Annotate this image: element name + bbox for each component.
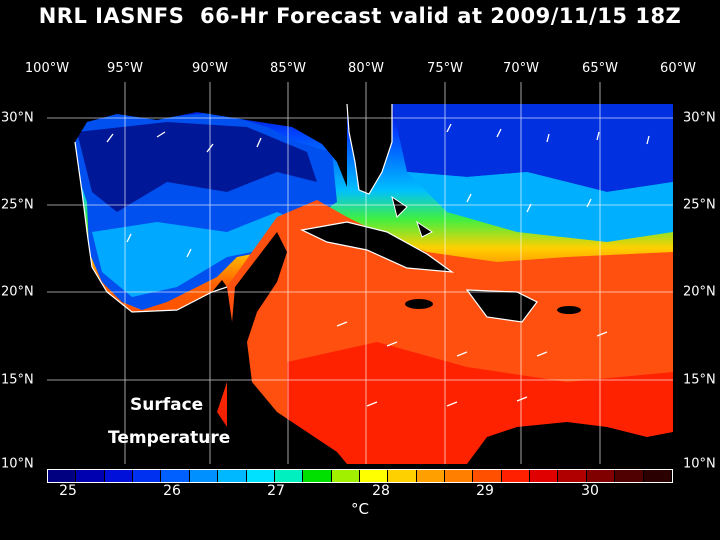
- colorbar-swatch: [48, 470, 77, 482]
- land-north-america: [47, 82, 673, 464]
- land-puerto-rico: [557, 306, 581, 314]
- overlay-label-temperature: Temperature: [108, 428, 231, 448]
- lat-label-left: 30°N: [1, 110, 34, 126]
- gulf-deep-blue: [77, 122, 317, 212]
- colorbar-swatch: [104, 470, 134, 482]
- colorbar-swatch: [303, 470, 332, 482]
- lon-label: 80°W: [348, 61, 384, 76]
- colorbar-swatch: [530, 470, 559, 482]
- colorbar-tick-label: 29: [476, 483, 494, 499]
- lon-label: 85°W: [270, 61, 306, 76]
- lon-label: 90°W: [192, 61, 228, 76]
- land-florida: [347, 104, 392, 194]
- colorbar-swatch: [189, 470, 219, 482]
- land-central-america: [227, 232, 347, 464]
- colorbar-tick-label: 28: [372, 483, 390, 499]
- colorbar-swatch: [388, 470, 417, 482]
- colorbar: [47, 469, 673, 483]
- colorbar-unit: °C: [351, 500, 369, 518]
- lon-label: 70°W: [503, 61, 539, 76]
- colorbar-swatch: [161, 470, 190, 482]
- lon-label: 95°W: [107, 61, 143, 76]
- atlantic-mid: [407, 172, 673, 242]
- colorbar-swatch: [246, 470, 275, 482]
- land-south-america: [467, 422, 673, 464]
- colorbar-swatch: [416, 470, 446, 482]
- sst-map: [47, 82, 673, 464]
- lon-label: 100°W: [24, 61, 70, 76]
- colorbar-swatch: [359, 470, 389, 482]
- forecast-title: NRL IASNFS 66-Hr Forecast valid at 2009/…: [38, 4, 682, 28]
- colorbar-swatch: [501, 470, 531, 482]
- lat-label-right: 10°N: [683, 456, 716, 472]
- gulf-light-band: [92, 212, 302, 297]
- lat-label-left: 10°N: [1, 456, 34, 472]
- colorbar-swatch: [274, 470, 304, 482]
- lat-label-right: 30°N: [683, 110, 716, 126]
- land-hispaniola: [467, 290, 537, 322]
- colorbar-swatch: [445, 470, 474, 482]
- colorbar-swatch: [331, 470, 360, 482]
- colorbar-tick-label: 27: [267, 483, 285, 499]
- land-bahamas: [391, 195, 433, 238]
- colorbar-swatch: [615, 470, 644, 482]
- lat-label-left: 15°N: [1, 372, 34, 388]
- lat-label-right: 20°N: [683, 284, 716, 300]
- colorbar-tick-label: 30: [581, 483, 599, 499]
- lon-label: 60°W: [660, 61, 696, 76]
- colorbar-tick-label: 25: [59, 483, 77, 499]
- overlay-label-surface: Surface: [130, 395, 204, 415]
- lat-label-right: 15°N: [683, 372, 716, 388]
- map-grid: [47, 82, 673, 464]
- colorbar-swatch: [643, 470, 672, 482]
- wind-vectors: [106, 123, 650, 407]
- lat-label-right: 25°N: [683, 197, 716, 213]
- lon-label: 65°W: [582, 61, 618, 76]
- colorbar-swatch: [558, 470, 587, 482]
- colorbar-swatch: [473, 470, 502, 482]
- land-jamaica: [405, 299, 433, 309]
- colorbar-swatch: [133, 470, 162, 482]
- colorbar-swatch: [586, 470, 616, 482]
- lat-label-left: 20°N: [1, 284, 34, 300]
- atlantic-cold: [392, 104, 673, 192]
- colorbar-swatch: [76, 470, 105, 482]
- lon-label: 75°W: [427, 61, 463, 76]
- lat-label-left: 25°N: [1, 197, 34, 213]
- colorbar-tick-label: 26: [163, 483, 181, 499]
- land-cuba: [302, 222, 452, 272]
- colorbar-swatch: [218, 470, 247, 482]
